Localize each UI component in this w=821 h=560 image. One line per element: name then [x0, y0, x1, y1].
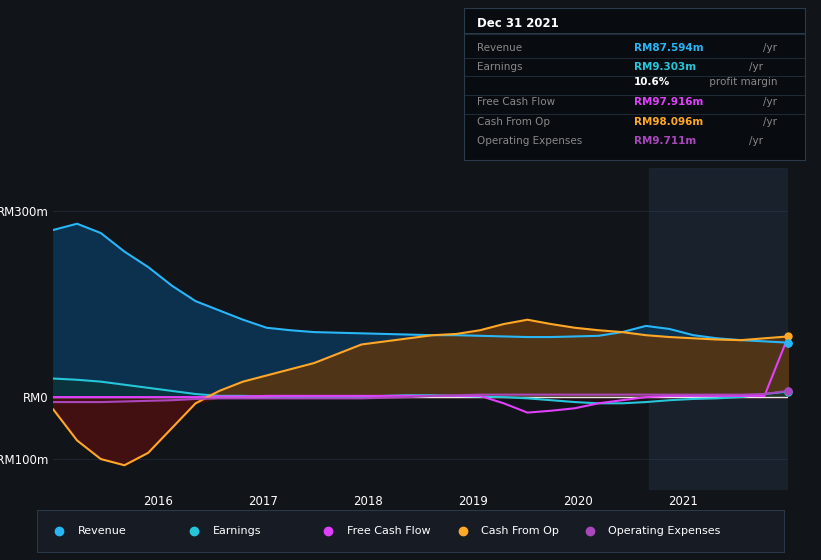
- Text: /yr: /yr: [763, 97, 777, 107]
- Text: /yr: /yr: [749, 137, 763, 147]
- Text: Revenue: Revenue: [78, 526, 126, 535]
- Text: Operating Expenses: Operating Expenses: [478, 137, 583, 147]
- Text: Earnings: Earnings: [213, 526, 261, 535]
- Text: RM9.303m: RM9.303m: [635, 62, 696, 72]
- Text: /yr: /yr: [763, 43, 777, 53]
- Text: 10.6%: 10.6%: [635, 77, 671, 87]
- Text: RM9.711m: RM9.711m: [635, 137, 696, 147]
- Text: RM98.096m: RM98.096m: [635, 117, 704, 127]
- Text: Revenue: Revenue: [478, 43, 523, 53]
- Bar: [649, 168, 803, 490]
- Text: Cash From Op: Cash From Op: [481, 526, 559, 535]
- Text: Free Cash Flow: Free Cash Flow: [478, 97, 556, 107]
- Text: Earnings: Earnings: [478, 62, 523, 72]
- Text: RM97.916m: RM97.916m: [635, 97, 704, 107]
- Text: Free Cash Flow: Free Cash Flow: [347, 526, 431, 535]
- Text: Cash From Op: Cash From Op: [478, 117, 551, 127]
- Text: Dec 31 2021: Dec 31 2021: [478, 17, 559, 30]
- Text: RM87.594m: RM87.594m: [635, 43, 704, 53]
- Text: profit margin: profit margin: [706, 77, 777, 87]
- Text: /yr: /yr: [749, 62, 763, 72]
- Text: Operating Expenses: Operating Expenses: [608, 526, 721, 535]
- Text: /yr: /yr: [763, 117, 777, 127]
